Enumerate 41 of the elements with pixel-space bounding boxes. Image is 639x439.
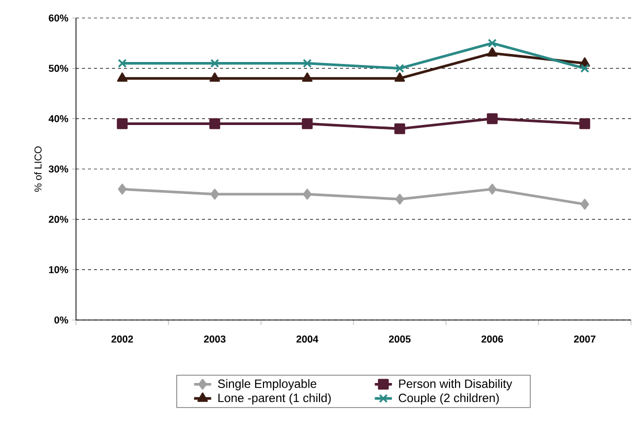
x-tick-label: 2004 [296, 336, 318, 343]
x-tick-label: 2005 [388, 336, 411, 343]
x-tick-label: 2002 [111, 336, 133, 343]
y-tick-label: 50% [48, 64, 68, 72]
point [487, 47, 498, 57]
point [118, 58, 127, 68]
y-tick-label: 40% [48, 115, 68, 122]
point [117, 72, 128, 82]
point [395, 64, 404, 73]
point [488, 38, 497, 48]
point [302, 188, 312, 200]
legend-label: Person with Disability [399, 379, 512, 390]
legend-label: Single Employable [218, 379, 316, 390]
y-tick-label: 10% [49, 266, 68, 274]
point [394, 123, 406, 134]
point [210, 188, 220, 200]
legend-label: Lone -parent (1 child) [218, 393, 331, 405]
point [302, 72, 312, 82]
y-axis-title: % of LICO [34, 146, 42, 192]
x-tick-label: 2003 [204, 336, 226, 343]
point [488, 184, 497, 195]
point [210, 58, 220, 68]
y-tick-label: 60% [48, 14, 68, 22]
x-tick-label: 2006 [481, 336, 504, 343]
point [579, 118, 590, 130]
point [395, 194, 404, 205]
point [116, 118, 128, 130]
point [486, 113, 498, 124]
y-tick-label: 30% [48, 165, 68, 173]
point [394, 72, 405, 82]
legend-label: Couple (2 children) [398, 393, 499, 405]
point [580, 198, 590, 210]
y-tick-label: 20% [48, 216, 68, 223]
point [580, 64, 590, 73]
x-tick-label: 2007 [574, 336, 596, 343]
point [302, 58, 312, 68]
point [210, 72, 220, 82]
point [302, 118, 313, 130]
y-tick-label: 0% [54, 316, 68, 324]
point [118, 184, 127, 195]
point [209, 118, 220, 130]
